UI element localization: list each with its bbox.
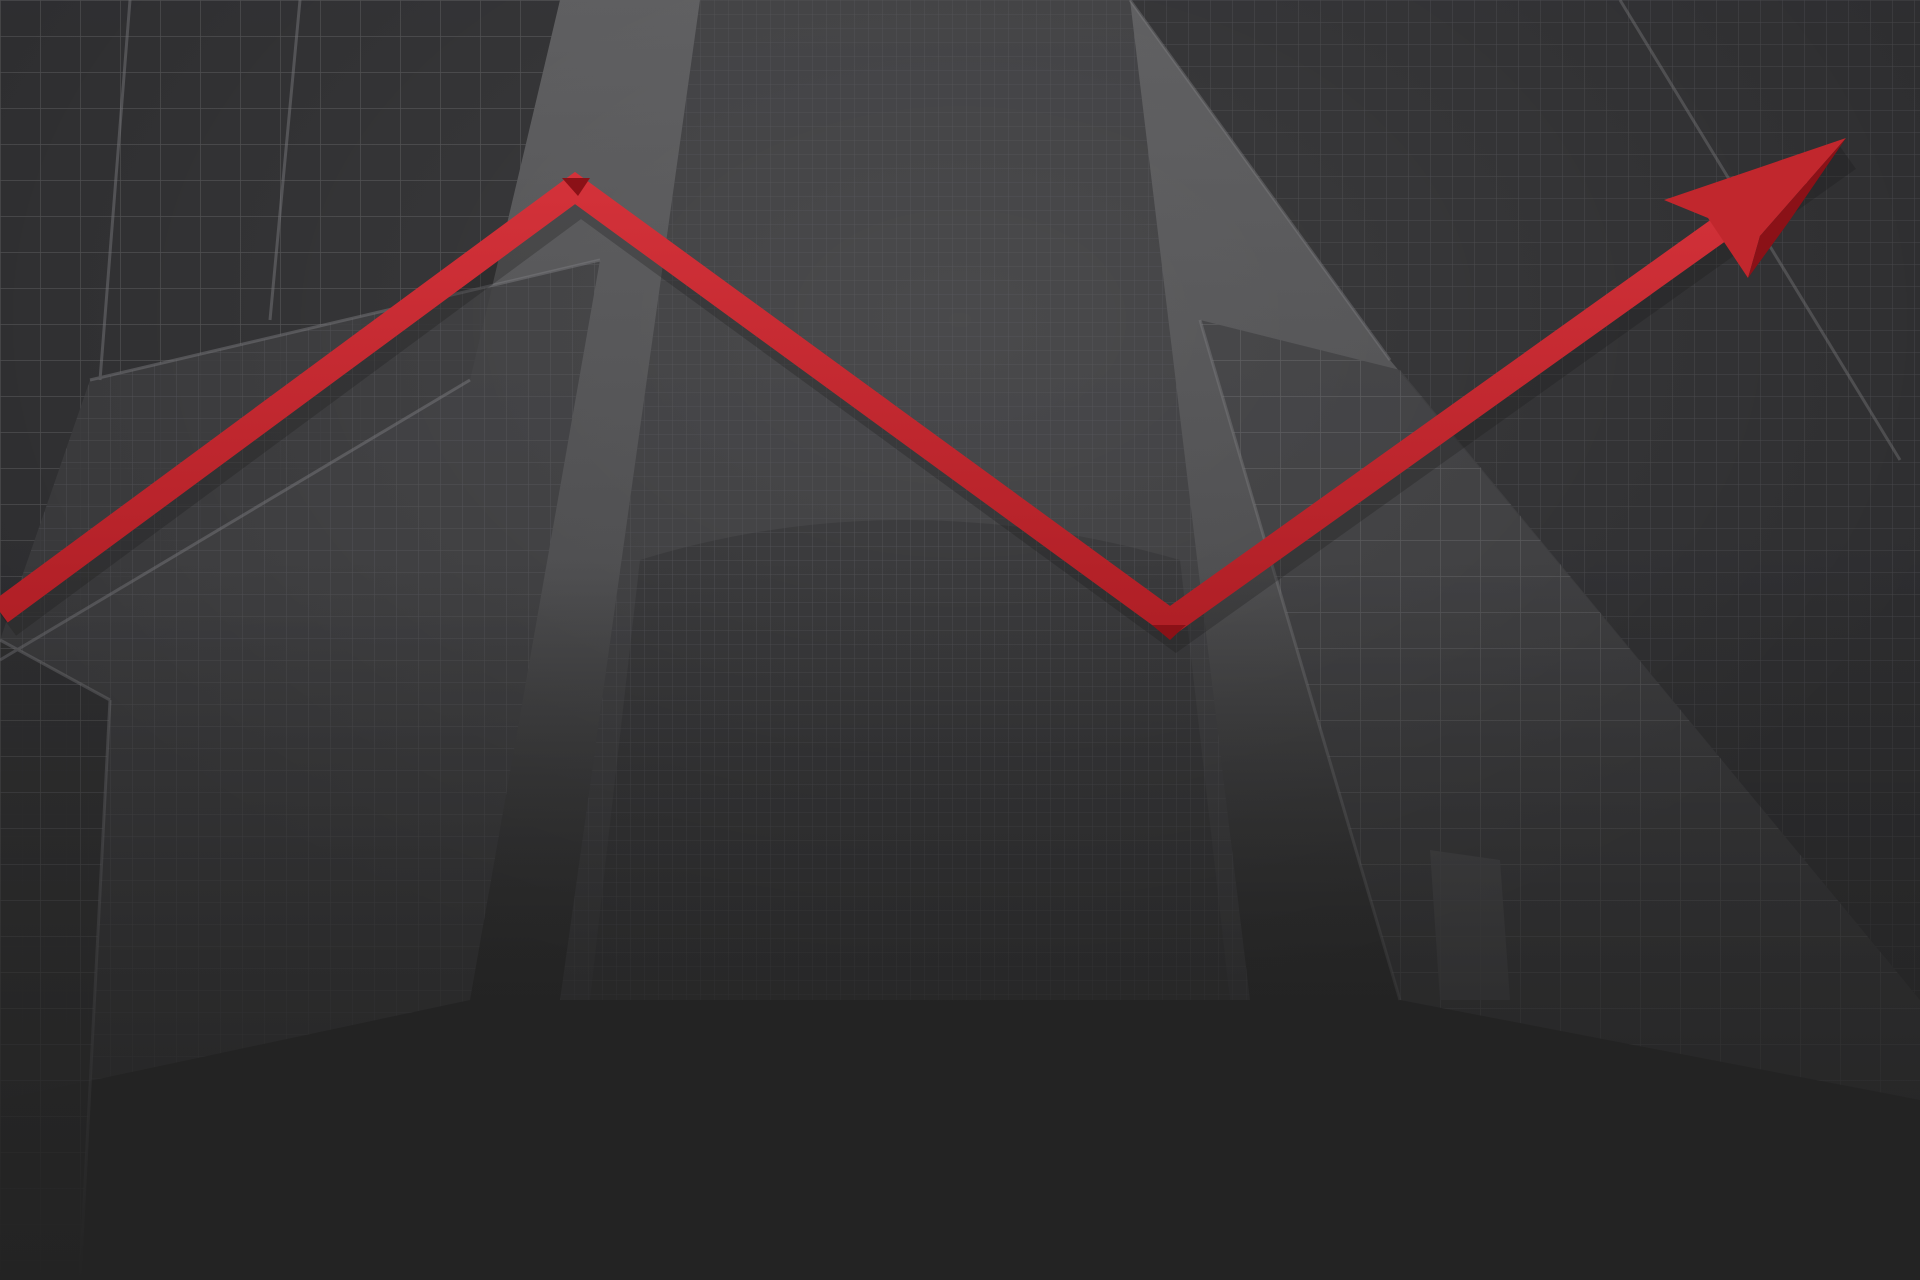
bottom-fade: [0, 560, 1920, 1280]
trend-up-arrow-icon: [0, 138, 1856, 653]
